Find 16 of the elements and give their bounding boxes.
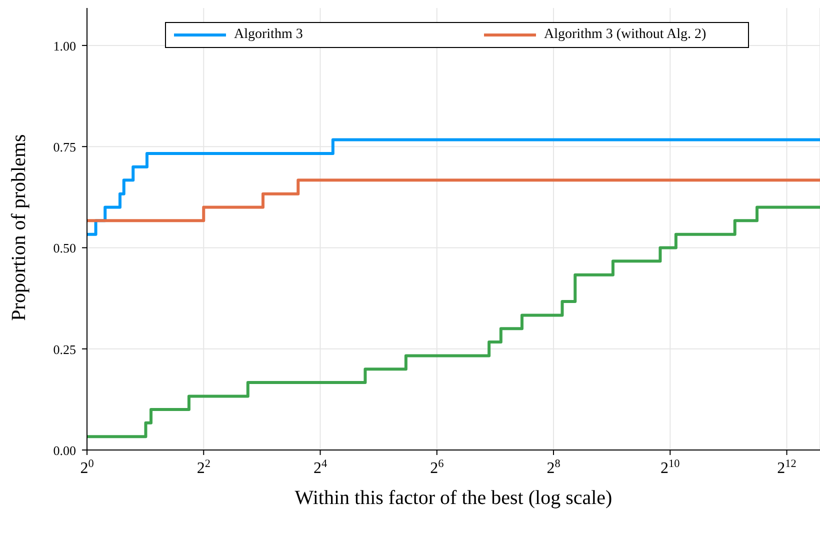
y-tick-label: 1.00 (53, 38, 76, 54)
y-tick-label: 0.25 (53, 342, 76, 357)
x-tick-label: 2$^{12}$ (777, 458, 796, 477)
y-tick-label: 0.75 (53, 140, 76, 155)
legend-label: Algorithm 3 (without Alg. 2) (544, 27, 706, 43)
x-tick-label: 2$^{6}$ (430, 458, 444, 477)
y-tick-label: 0.50 (53, 240, 76, 256)
x-tick-label: 2$^{10}$ (660, 458, 680, 477)
x-tick-label: 2$^{8}$ (546, 458, 561, 477)
x-axis-title: Within this factor of the best (log scale) (294, 487, 612, 509)
x-tick-label: 2$^{2}$ (196, 458, 210, 477)
legend-label: Algorithm 3 (234, 27, 303, 43)
y-axis-title: Proportion of problems (8, 134, 30, 321)
x-tick-label: 2$^{4}$ (313, 458, 328, 477)
x-tick-label: 2$^{0}$ (80, 458, 94, 477)
y-tick-label: 0.00 (53, 443, 76, 458)
